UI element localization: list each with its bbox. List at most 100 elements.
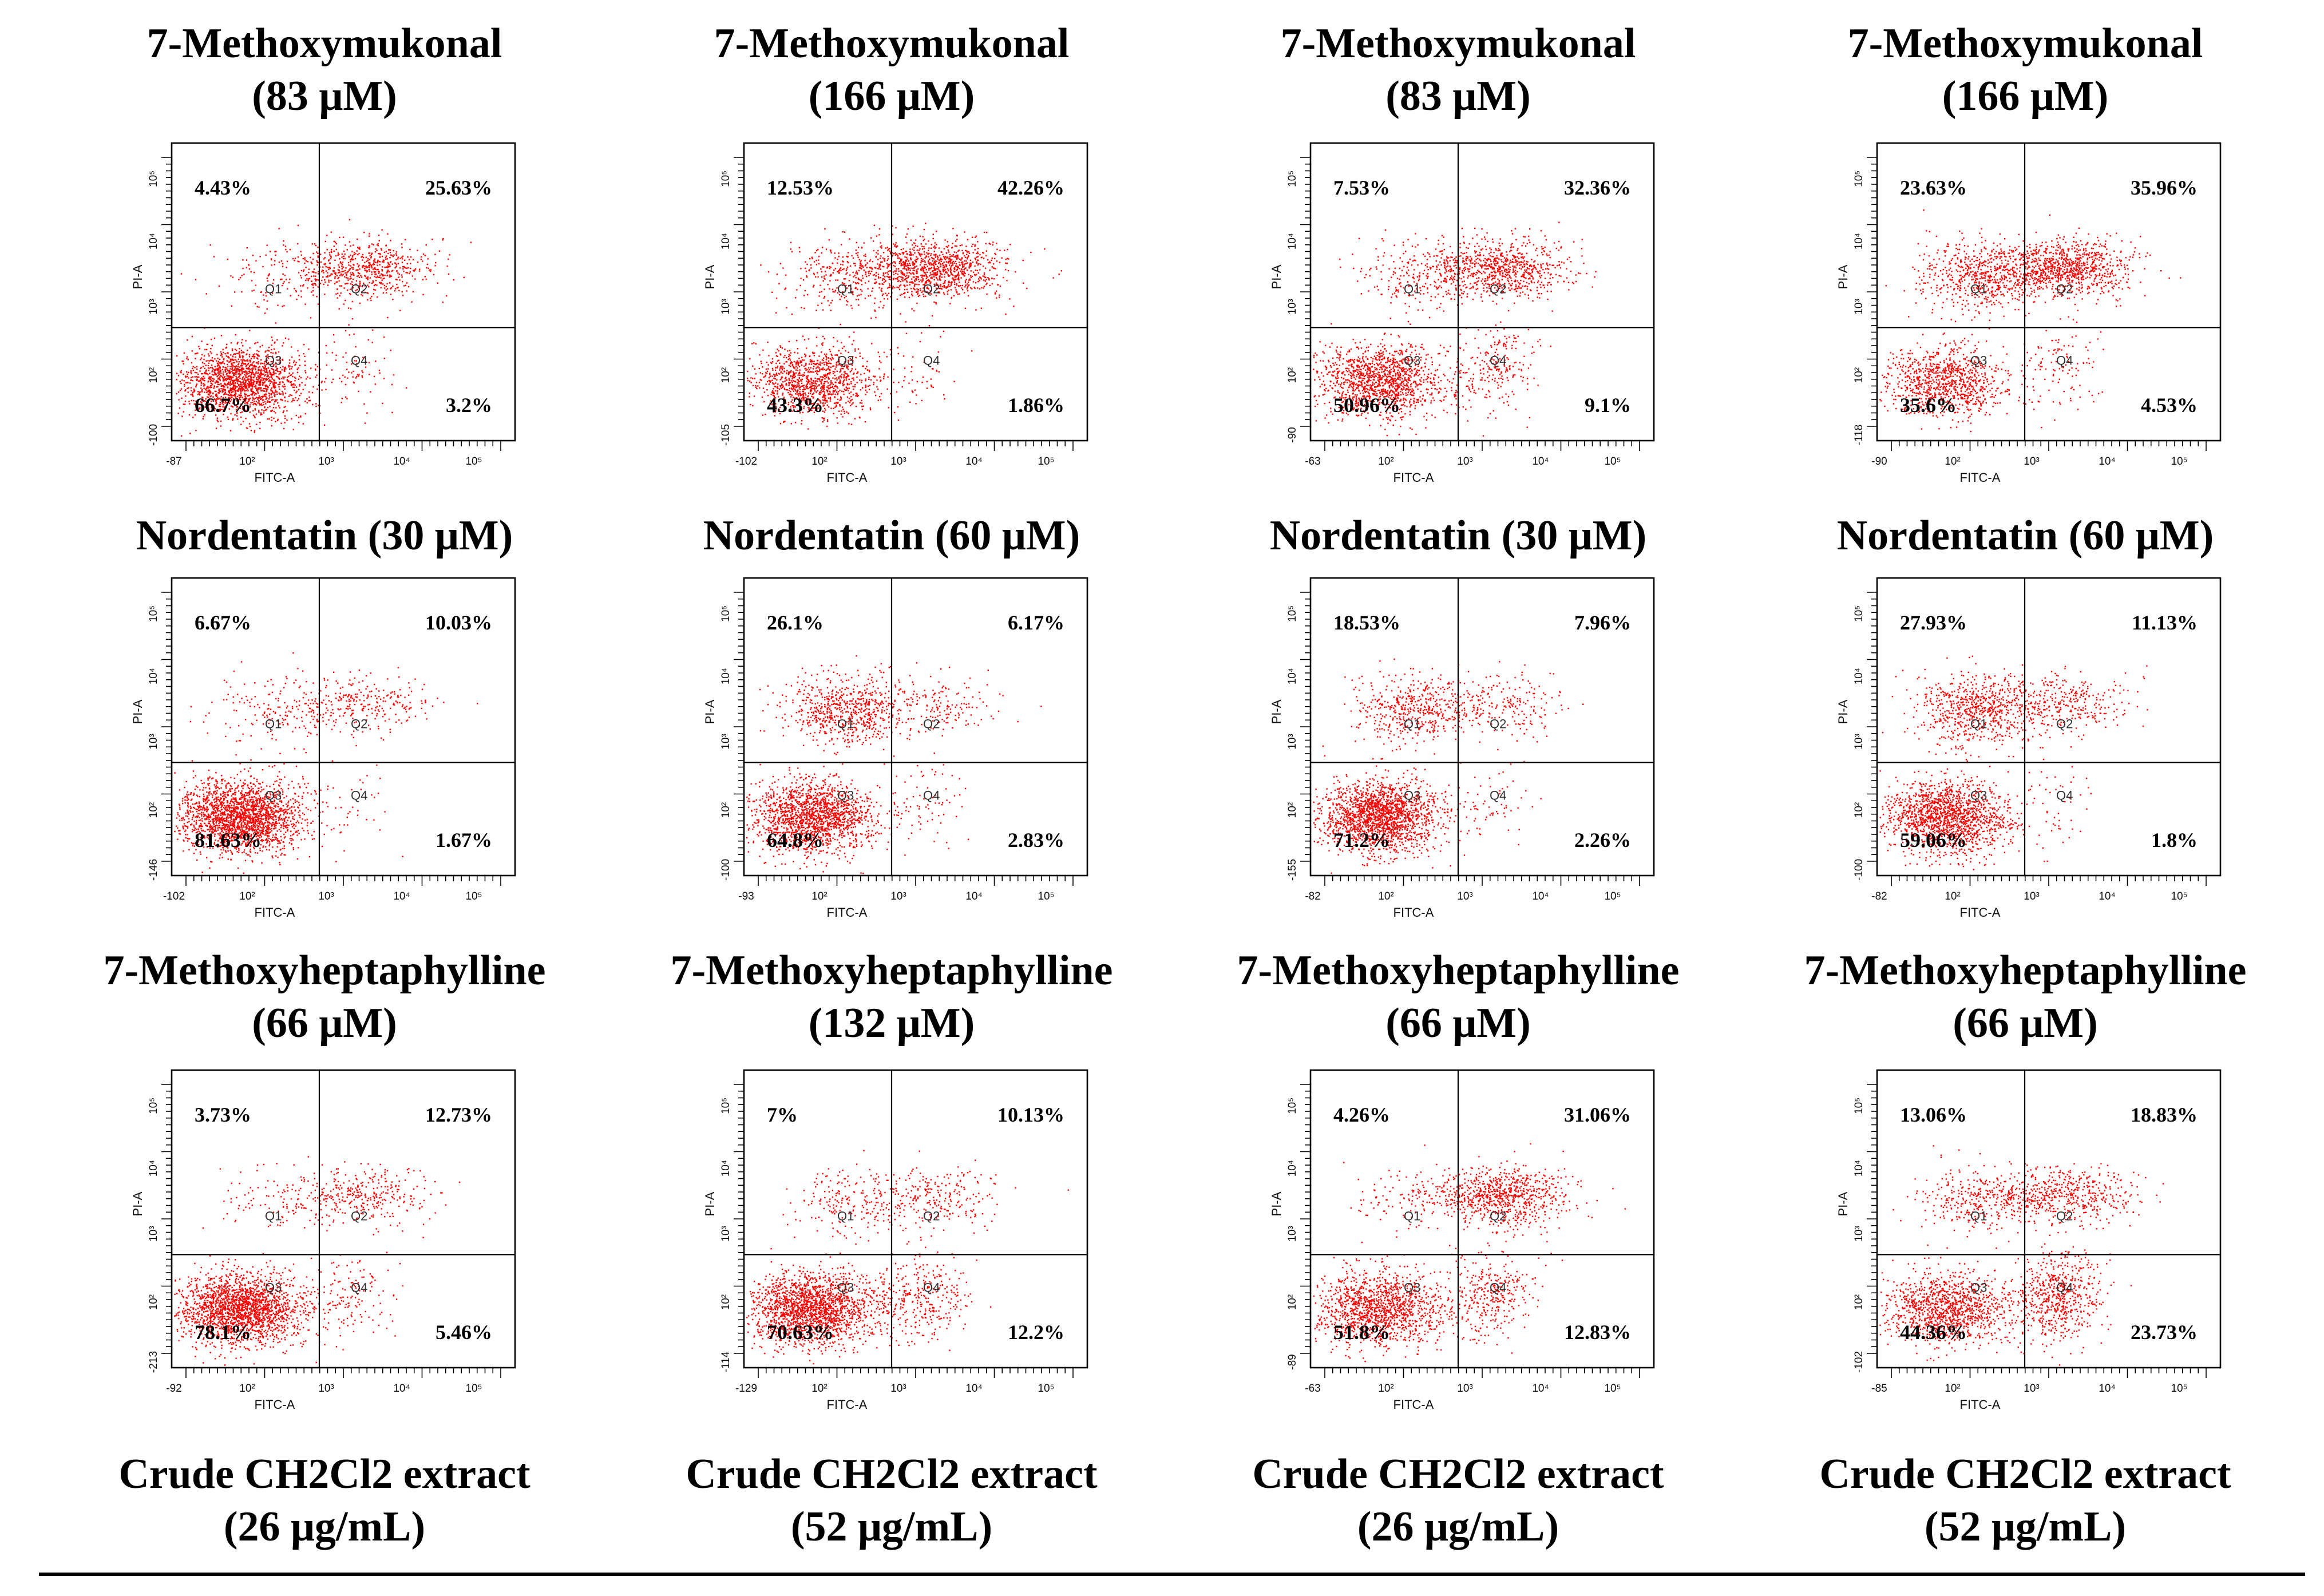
quadrant-percent-q3: 66.7% bbox=[195, 394, 251, 417]
scatter-plot: Q1 Q2 Q3 Q4 23.63% 35.96% 35.6% 4.53% 10² 10² 10³ 1… bbox=[1836, 142, 2222, 485]
quadrant-percent-q4: 5.46% bbox=[435, 1321, 492, 1344]
quadrant-percent-q4: 3.2% bbox=[446, 394, 492, 417]
quadrant-name: Q4 bbox=[351, 353, 367, 367]
quadrant-name: Q4 bbox=[923, 353, 940, 367]
quadrant-percent-q4: 1.8% bbox=[2151, 829, 2198, 852]
x-axis-label: FITC-A bbox=[1393, 470, 1434, 485]
y-tick-label: 10³ bbox=[720, 1226, 732, 1241]
y-tick-label: 10³ bbox=[1286, 734, 1298, 749]
scatter-points bbox=[747, 223, 1062, 430]
panel-label: Crude CH2Cl2 extract (26 μg/mL) bbox=[1172, 1448, 1744, 1553]
x-tick-label: 10² bbox=[1945, 1383, 1960, 1395]
y-min-label: -89 bbox=[1286, 1354, 1298, 1369]
scatter-points bbox=[1313, 1143, 1626, 1363]
y-min-label: -118 bbox=[1853, 425, 1865, 446]
scatter-plot: Q1 Q2 Q3 Q4 7% 10.13% 70.63% 12.2% 10² 10² 10³ 10³ 1… bbox=[703, 1069, 1088, 1412]
scatter-plot: Q1 Q2 Q3 Q4 27.93% 11.13% 59.06% 1.8% 10² 10² 10³ 1… bbox=[1836, 577, 2222, 920]
x-min-label: -63 bbox=[1305, 1383, 1320, 1395]
panel-label-line: (26 μg/mL) bbox=[1172, 1500, 1744, 1553]
y-tick-label: 10³ bbox=[148, 734, 160, 749]
panel-label-line: (166 μM) bbox=[605, 70, 1178, 122]
quadrant-percent-q1: 26.1% bbox=[767, 611, 824, 634]
y-axis-label: PI-A bbox=[703, 1191, 717, 1216]
quadrant-name: Q1 bbox=[265, 1209, 282, 1223]
x-tick-label: 10³ bbox=[2024, 456, 2039, 468]
quadrant-percent-q4: 9.1% bbox=[1585, 394, 1631, 417]
x-tick-label: 10² bbox=[1945, 456, 1960, 468]
quadrant-name: Q3 bbox=[1970, 1280, 1987, 1294]
panel-label: 7-Methoxymukonal (166 μM) bbox=[605, 17, 1178, 122]
scatter-points bbox=[1879, 209, 2182, 433]
quadrant-name: Q3 bbox=[1970, 788, 1987, 802]
panel-label: Nordentatin (60 μM) bbox=[1739, 509, 2311, 562]
panel-label: Crude CH2Cl2 extract (52 μg/mL) bbox=[605, 1448, 1178, 1553]
quadrant-percent-q2: 11.13% bbox=[2132, 611, 2198, 634]
y-tick-label: 10⁵ bbox=[720, 171, 732, 187]
quadrant-percent-q1: 6.67% bbox=[195, 611, 251, 634]
x-axis-label: FITC-A bbox=[827, 1397, 868, 1412]
y-tick-label: 10³ bbox=[148, 299, 160, 314]
quadrant-name: Q4 bbox=[2056, 788, 2073, 802]
quadrant-percent-q2: 35.96% bbox=[2131, 176, 2198, 199]
panel-label-line: (66 μM) bbox=[1739, 997, 2311, 1050]
y-tick-label: 10² bbox=[720, 802, 732, 818]
x-tick-label: 10² bbox=[811, 890, 827, 902]
quadrant-name: Q3 bbox=[265, 788, 282, 802]
panel-label-line: 7-Methoxymukonal bbox=[1172, 17, 1744, 70]
scatter-plot: Q1 Q2 Q3 Q4 7.53% 32.36% 50.96% 9.1% 10² 10² 10³ 10… bbox=[1269, 142, 1655, 485]
quadrant-name: Q2 bbox=[351, 716, 367, 731]
x-tick-label: 10³ bbox=[1457, 890, 1472, 902]
y-tick-label: 10⁴ bbox=[1853, 1160, 1865, 1177]
panel-label: 7-Methoxyheptaphylline (66 μM) bbox=[1739, 944, 2311, 1050]
quadrant-name: Q3 bbox=[837, 353, 854, 367]
x-min-label: -90 bbox=[1871, 456, 1887, 468]
scatter-points bbox=[1313, 221, 1597, 437]
y-min-label: -100 bbox=[148, 424, 160, 446]
y-axis-label: PI-A bbox=[130, 264, 145, 289]
y-tick-label: 10³ bbox=[720, 734, 732, 749]
x-tick-label: 10⁴ bbox=[965, 1383, 982, 1395]
x-tick-label: 10⁵ bbox=[2171, 456, 2187, 468]
quadrant-name: Q3 bbox=[1404, 788, 1420, 802]
panel-label: Nordentatin (30 μM) bbox=[1172, 509, 1744, 562]
quadrant-name: Q1 bbox=[1404, 716, 1420, 731]
panel-label-line: (66 μM) bbox=[1172, 997, 1744, 1050]
panel-label: Nordentatin (60 μM) bbox=[605, 509, 1178, 562]
quadrant-percent-q1: 13.06% bbox=[1900, 1103, 1967, 1126]
quadrant-name: Q4 bbox=[351, 1280, 367, 1294]
panel-label-line: Crude CH2Cl2 extract bbox=[38, 1448, 611, 1500]
quadrant-percent-q2: 10.03% bbox=[425, 611, 492, 634]
x-axis-label: FITC-A bbox=[255, 470, 295, 485]
panel-label: 7-Methoxyheptaphylline (66 μM) bbox=[1172, 944, 1744, 1050]
scatter-plot: Q1 Q2 Q3 Q4 26.1% 6.17% 64.8% 2.83% 10² 10² 10³ 10³… bbox=[703, 577, 1088, 920]
y-min-label: -102 bbox=[1853, 1351, 1865, 1373]
panel-label: 7-Methoxymukonal (83 μM) bbox=[1172, 17, 1744, 122]
quadrant-percent-q2: 32.36% bbox=[1564, 176, 1631, 199]
y-min-label: -100 bbox=[1853, 859, 1865, 881]
y-tick-label: 10⁵ bbox=[148, 1098, 160, 1114]
quadrant-percent-q3: 78.1% bbox=[195, 1321, 251, 1344]
x-tick-label: 10⁴ bbox=[1532, 1383, 1549, 1395]
quadrant-name: Q4 bbox=[1490, 1280, 1506, 1294]
y-tick-label: 10⁵ bbox=[148, 171, 160, 187]
x-axis-label: FITC-A bbox=[1393, 1397, 1434, 1412]
quadrant-percent-q4: 23.73% bbox=[2131, 1321, 2198, 1344]
x-tick-label: 10⁵ bbox=[1038, 1383, 1054, 1395]
y-tick-label: 10⁴ bbox=[1853, 233, 1865, 250]
quadrant-percent-q3: 71.2% bbox=[1333, 829, 1390, 852]
y-tick-label: 10² bbox=[1853, 802, 1865, 818]
quadrant-name: Q1 bbox=[837, 1209, 854, 1223]
quadrant-percent-q4: 2.83% bbox=[1008, 829, 1064, 852]
y-axis-label: PI-A bbox=[1836, 1191, 1850, 1216]
panel-label-line: 7-Methoxymukonal bbox=[1739, 17, 2311, 70]
x-axis-label: FITC-A bbox=[1960, 470, 2001, 485]
y-tick-label: 10² bbox=[1286, 367, 1298, 383]
y-tick-label: 10⁴ bbox=[148, 1160, 160, 1177]
y-axis-label: PI-A bbox=[130, 699, 145, 724]
y-tick-label: 10² bbox=[720, 1294, 732, 1310]
quadrant-percent-q1: 7.53% bbox=[1333, 176, 1390, 199]
x-tick-label: 10³ bbox=[2024, 1383, 2039, 1395]
x-tick-label: 10³ bbox=[318, 456, 334, 468]
panel-label: Crude CH2Cl2 extract (26 μg/mL) bbox=[38, 1448, 611, 1553]
scatter-points bbox=[746, 1150, 1069, 1365]
